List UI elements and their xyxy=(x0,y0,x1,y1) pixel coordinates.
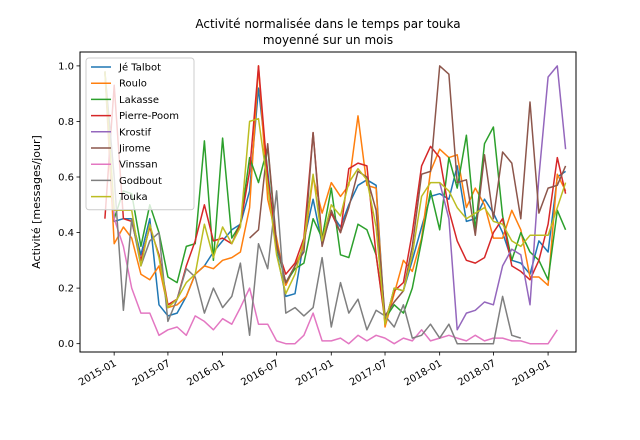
series-line-5 xyxy=(438,65,567,331)
plot-series xyxy=(104,65,567,345)
chart-title-line-1: Activité normalisée dans le temps par to… xyxy=(195,17,460,31)
x-tick-label: 2017-01 xyxy=(294,358,336,388)
legend-entry: Vinssan xyxy=(119,160,158,171)
y-tick-label: 0.6 xyxy=(58,173,74,184)
x-tick-label: 2015-01 xyxy=(77,358,119,388)
y-tick-label: 0.0 xyxy=(58,339,74,350)
y-tick-label: 1.0 xyxy=(58,61,74,72)
legend-entry: Roulo xyxy=(119,79,147,90)
y-axis-label: Activité [messages/jour] xyxy=(30,135,43,269)
x-tick-label: 2017-07 xyxy=(348,358,390,388)
x-tick-label: 2018-01 xyxy=(402,358,444,388)
x-tick-label: 2016-01 xyxy=(185,358,227,388)
legend-entry: Godbout xyxy=(119,176,162,187)
plot-frame xyxy=(79,51,577,353)
chart-title-line-2: moyenné sur un mois xyxy=(263,33,393,47)
x-tick-label: 2015-07 xyxy=(131,358,173,388)
series-line-2 xyxy=(104,65,567,328)
x-tick-label: 2016-07 xyxy=(239,358,281,388)
legend-entry: Jé Talbot xyxy=(118,62,161,74)
y-tick-label: 0.8 xyxy=(58,117,74,128)
series-line-8 xyxy=(104,71,522,345)
legend-entry: Lakasse xyxy=(119,95,159,106)
legend-box xyxy=(85,57,195,211)
legend-entry: Touka xyxy=(118,192,148,203)
series-line-6 xyxy=(249,65,567,317)
series-line-7 xyxy=(104,71,558,345)
legend-entry: Krostif xyxy=(119,127,151,138)
legend: Jé Talbot Roulo Lakasse Pierre-Poom Krostif J… xyxy=(85,57,195,211)
y-axis: 0.0 0.2 0.4 0.6 0.8 1.0 xyxy=(58,61,80,350)
y-tick-label: 0.2 xyxy=(58,284,74,295)
x-axis: 2015-01 2015-07 2016-01 2016-07 2017-01 2017-… xyxy=(77,352,553,388)
y-tick-label: 0.4 xyxy=(58,228,74,239)
series-line-9 xyxy=(104,71,567,325)
x-tick-label: 2019-01 xyxy=(511,358,553,388)
legend-entry: Jirome xyxy=(118,144,151,155)
x-tick-label: 2018-07 xyxy=(456,358,498,388)
legend-entry: Pierre-Poom xyxy=(119,111,179,122)
